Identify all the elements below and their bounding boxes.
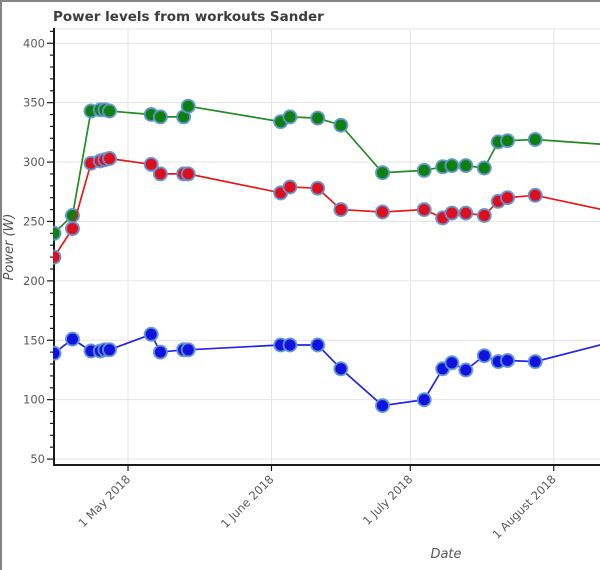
- blue-series-point: [180, 342, 196, 358]
- blue-series-point: [143, 326, 159, 342]
- red-series-point: [333, 202, 349, 218]
- blue-series-point: [476, 348, 492, 364]
- red-series-line: [53, 157, 600, 258]
- blue-series-point: [152, 344, 168, 360]
- red-series-point: [282, 179, 298, 195]
- green-series-line: [53, 105, 600, 234]
- red-series-point: [375, 204, 390, 220]
- red-series-point: [527, 187, 543, 203]
- blue-series-point: [65, 331, 80, 347]
- red-series-point: [416, 202, 432, 218]
- y-tick-label: 300: [23, 155, 45, 169]
- green-series-point: [444, 158, 460, 174]
- red-series-point: [65, 221, 80, 237]
- y-tick-label: 100: [23, 393, 45, 407]
- series: [53, 98, 600, 414]
- green-series-point: [310, 110, 326, 126]
- green-series-point: [282, 109, 298, 125]
- x-tick-label: 1 July 2018: [360, 472, 416, 528]
- green-series-point: [416, 162, 432, 178]
- chart-title: Power levels from workouts Sander: [53, 9, 324, 25]
- red-series-point: [458, 205, 474, 221]
- blue-series-point: [458, 362, 474, 378]
- red-series-point: [310, 180, 326, 196]
- axes: [53, 28, 600, 466]
- y-tick-label: 250: [23, 214, 45, 228]
- green-series-point: [53, 225, 62, 241]
- green-series-point: [152, 109, 168, 125]
- blue-series-markers: [53, 326, 543, 414]
- blue-series-point: [416, 392, 432, 408]
- y-tick-label: 150: [23, 333, 45, 347]
- red-series-point: [143, 156, 159, 172]
- red-series-point: [53, 249, 62, 265]
- x-axis-title: Date: [430, 547, 461, 562]
- y-tick-label: 350: [23, 96, 45, 110]
- red-series-point: [476, 208, 492, 223]
- red-series-point: [152, 166, 168, 182]
- blue-series-point: [333, 361, 349, 377]
- gridlines: [54, 28, 600, 465]
- blue-series-point: [282, 337, 298, 353]
- green-series-point: [333, 117, 349, 133]
- green-series-point: [458, 158, 474, 174]
- blue-series-point: [102, 342, 117, 358]
- plot-area: 50 100 150 200 250 300 350 400 1 May 2018 1 June …: [23, 28, 600, 542]
- green-series-point: [527, 132, 543, 147]
- x-tick-label: 1 May 2018: [75, 472, 133, 530]
- y-axis-title: Power (W): [2, 214, 17, 281]
- red-series-point: [444, 205, 460, 221]
- blue-series-point: [444, 355, 460, 371]
- blue-series-point: [527, 354, 543, 370]
- y-tick-label: 200: [23, 274, 45, 288]
- x-tick-label: 1 August 2018: [489, 472, 558, 541]
- y-tick-label: 400: [23, 36, 45, 50]
- green-series-point: [500, 133, 515, 149]
- red-series-point: [180, 166, 196, 182]
- blue-series-point: [310, 337, 326, 353]
- green-series-point: [180, 98, 196, 114]
- red-series-point: [102, 151, 117, 166]
- blue-series-line: [53, 333, 600, 407]
- green-series-point: [476, 160, 492, 176]
- y-tick-label: 50: [30, 452, 45, 466]
- blue-series-point: [53, 345, 62, 361]
- green-series-point: [102, 103, 117, 119]
- tick-marks: [47, 30, 555, 471]
- blue-series-point: [500, 353, 515, 368]
- red-series-markers: [53, 151, 543, 265]
- red-series-point: [500, 190, 515, 206]
- blue-series-point: [375, 398, 390, 414]
- green-series-point: [375, 165, 390, 181]
- green-series-markers: [53, 98, 543, 241]
- x-tick-label: 1 June 2018: [218, 472, 277, 531]
